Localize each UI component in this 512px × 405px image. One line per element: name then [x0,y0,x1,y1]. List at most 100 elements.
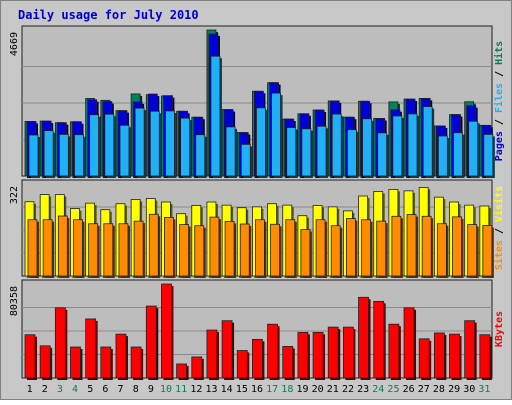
x-tick-label: 30 [463,384,475,395]
kbytes-bar [24,334,36,379]
kbytes-bar [373,300,385,379]
kbytes-bar [267,323,278,379]
kbytes-bar [85,318,97,379]
files-bar [74,134,84,177]
kbytes-bar [388,323,400,379]
sites-bar [300,229,311,277]
files-bar [225,126,236,177]
sites-bar [27,219,38,277]
kbytes-bar [161,283,172,379]
kbytes-bar [191,356,203,379]
kbytes-bar [39,345,51,379]
files-bar [483,134,494,177]
files-bar [210,55,221,177]
sites-bar [57,215,68,277]
kbytes-panel-legend: KBytes [494,311,505,347]
kbytes-bar [342,326,354,379]
x-tick-label: 4 [72,384,78,395]
hits-panel-legend: Pages / Files / Hits [493,41,505,161]
x-tick-label: 8 [133,384,139,395]
hits-panel-legend-separator: / [494,113,505,131]
sites-bar [345,218,356,277]
sites-bar [406,214,417,277]
sites-bar [73,219,83,277]
files-bar [256,107,266,177]
x-tick-label: 23 [357,384,369,395]
kbytes-bar [403,307,415,379]
visits-panel-legend-separator: / [494,222,505,240]
files-bar [316,125,327,177]
legend-files: Files [493,83,505,113]
x-tick-label: 7 [118,384,124,395]
kbytes-bar [464,320,476,379]
files-bar [134,107,145,177]
legend-hits: Hits [493,41,505,65]
x-tick-label: 20 [312,384,324,395]
files-bar [437,135,448,177]
kbytes-bar [312,331,324,379]
kbytes-bar [297,331,309,379]
legend-visits: Visits [493,186,505,222]
sites-bar [285,219,296,277]
x-tick-label: 16 [251,384,263,395]
x-tick-label: 12 [190,384,202,395]
kbytes-bar [206,329,218,379]
files-bar [240,144,251,177]
kbytes-bar [70,346,81,379]
sites-bar [452,216,462,277]
kbytes-bar [54,307,66,379]
sites-bar [482,225,493,277]
x-tick-label: 29 [448,384,460,395]
x-tick-label: 22 [342,384,354,395]
files-bar [119,124,130,177]
sites-bar [315,219,326,277]
x-tick-label: 13 [205,384,217,395]
kbytes-bar [130,346,142,379]
kbytes-bar [327,326,339,379]
x-tick-label: 24 [372,384,384,395]
files-bar [165,110,175,177]
x-tick-label: 25 [387,384,399,395]
files-bar [271,92,281,177]
x-tick-label: 31 [478,384,490,395]
kbytes-bar [145,305,157,379]
sites-bar [376,220,387,277]
x-tick-label: 9 [148,384,154,395]
kbytes-bar [418,338,430,379]
files-bar [453,132,463,177]
kbytes-bar [358,296,369,379]
x-tick-label: 11 [175,384,187,395]
legend-pages: Pages [494,131,505,161]
kbytes-bar [115,333,127,379]
files-bar [58,134,69,177]
sites-bar [239,223,250,277]
x-tick-label: 26 [403,384,415,395]
chart-title: Daily usage for July 2010 [18,8,199,22]
sites-bar [118,223,129,277]
files-bar [422,106,433,177]
sites-bar [179,224,190,277]
x-tick-label: 14 [221,384,233,395]
sites-bar [194,225,205,277]
sites-bar [436,223,447,277]
sites-bar [164,217,174,277]
x-tick-label: 21 [327,384,339,395]
sites-bar [42,219,53,277]
files-bar [28,134,39,177]
files-bar [180,117,191,177]
x-tick-label: 18 [281,384,293,395]
kbytes-bar [282,346,294,379]
files-bar [468,120,479,177]
kbytes-bar [221,320,233,379]
files-bar [362,118,372,177]
x-tick-label: 19 [296,384,308,395]
sites-bar [148,213,159,277]
files-bar [149,110,160,177]
x-tick-label: 6 [102,384,108,395]
files-bar [195,134,206,177]
x-tick-label: 1 [27,384,33,395]
sites-bar [103,223,114,277]
sites-bar [467,224,478,277]
